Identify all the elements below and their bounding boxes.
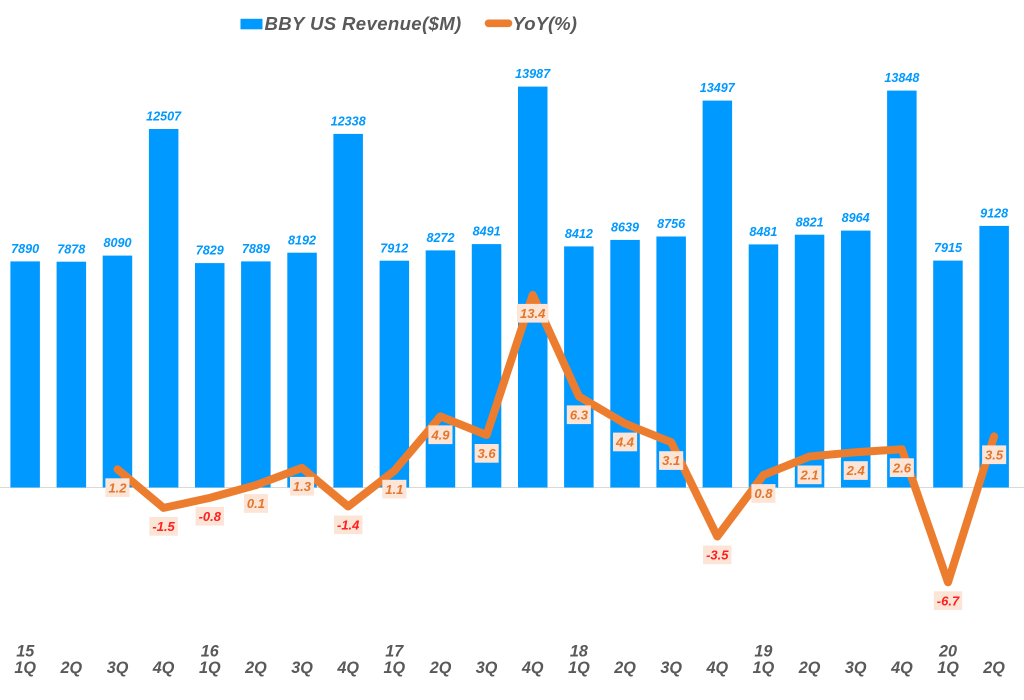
svg-text:4Q: 4Q bbox=[336, 659, 359, 677]
svg-text:7915: 7915 bbox=[934, 241, 963, 255]
svg-text:3Q: 3Q bbox=[107, 659, 129, 677]
svg-text:19: 19 bbox=[754, 643, 772, 661]
svg-text:3Q: 3Q bbox=[660, 659, 682, 677]
svg-text:2Q: 2Q bbox=[244, 659, 267, 677]
svg-text:0.8: 0.8 bbox=[754, 486, 773, 501]
svg-text:12338: 12338 bbox=[331, 115, 366, 129]
svg-text:YoY(%): YoY(%) bbox=[513, 13, 577, 34]
svg-text:3.5: 3.5 bbox=[985, 447, 1004, 462]
svg-text:4.9: 4.9 bbox=[430, 427, 450, 442]
svg-text:3Q: 3Q bbox=[845, 659, 867, 677]
svg-text:0.1: 0.1 bbox=[247, 496, 265, 511]
svg-text:15: 15 bbox=[16, 643, 35, 661]
svg-text:3.1: 3.1 bbox=[662, 453, 680, 468]
svg-text:1.3: 1.3 bbox=[293, 479, 312, 494]
svg-text:12507: 12507 bbox=[146, 110, 182, 124]
svg-text:8639: 8639 bbox=[611, 221, 639, 235]
svg-text:8192: 8192 bbox=[288, 233, 316, 247]
svg-text:2Q: 2Q bbox=[613, 659, 636, 677]
svg-text:4Q: 4Q bbox=[152, 659, 175, 677]
svg-text:16: 16 bbox=[201, 643, 220, 661]
svg-text:1Q: 1Q bbox=[14, 659, 36, 677]
svg-text:2Q: 2Q bbox=[429, 659, 452, 677]
svg-text:8756: 8756 bbox=[657, 217, 686, 231]
svg-text:1Q: 1Q bbox=[568, 659, 590, 677]
svg-text:4.4: 4.4 bbox=[615, 435, 635, 450]
svg-text:13987: 13987 bbox=[515, 67, 551, 81]
svg-text:2.1: 2.1 bbox=[800, 468, 819, 483]
svg-text:8481: 8481 bbox=[749, 225, 777, 239]
svg-text:1Q: 1Q bbox=[199, 659, 221, 677]
svg-text:8412: 8412 bbox=[565, 227, 593, 241]
svg-text:8491: 8491 bbox=[473, 225, 501, 239]
svg-text:6.3: 6.3 bbox=[570, 407, 589, 422]
svg-text:1.2: 1.2 bbox=[108, 480, 127, 495]
svg-text:2Q: 2Q bbox=[59, 659, 82, 677]
svg-text:-1.5: -1.5 bbox=[152, 519, 175, 534]
svg-text:2.4: 2.4 bbox=[846, 463, 866, 478]
svg-text:-6.7: -6.7 bbox=[937, 593, 960, 608]
svg-text:1Q: 1Q bbox=[937, 659, 959, 677]
svg-text:18: 18 bbox=[570, 643, 588, 661]
svg-text:1Q: 1Q bbox=[753, 659, 775, 677]
svg-text:4Q: 4Q bbox=[521, 659, 544, 677]
svg-text:1.1: 1.1 bbox=[385, 482, 403, 497]
svg-text:1Q: 1Q bbox=[383, 659, 405, 677]
svg-text:8272: 8272 bbox=[426, 231, 454, 245]
svg-text:13.4: 13.4 bbox=[520, 306, 546, 321]
svg-text:8821: 8821 bbox=[796, 215, 824, 229]
svg-text:20: 20 bbox=[938, 643, 957, 661]
svg-text:3Q: 3Q bbox=[476, 659, 498, 677]
svg-text:8090: 8090 bbox=[103, 236, 131, 250]
svg-text:4Q: 4Q bbox=[705, 659, 728, 677]
svg-text:7912: 7912 bbox=[380, 241, 408, 255]
svg-text:-1.4: -1.4 bbox=[337, 518, 360, 533]
svg-text:7829: 7829 bbox=[196, 244, 224, 258]
svg-text:2Q: 2Q bbox=[982, 659, 1005, 677]
svg-text:4Q: 4Q bbox=[890, 659, 913, 677]
svg-text:7890: 7890 bbox=[11, 242, 39, 256]
svg-text:8964: 8964 bbox=[842, 211, 870, 225]
svg-text:3Q: 3Q bbox=[291, 659, 313, 677]
svg-text:9128: 9128 bbox=[980, 207, 1008, 221]
svg-text:3.6: 3.6 bbox=[478, 446, 497, 461]
svg-text:-0.8: -0.8 bbox=[199, 509, 222, 524]
svg-text:-3.5: -3.5 bbox=[706, 548, 729, 563]
svg-text:13497: 13497 bbox=[700, 81, 736, 95]
svg-text:2Q: 2Q bbox=[798, 659, 821, 677]
svg-text:13848: 13848 bbox=[884, 71, 919, 85]
svg-text:2.6: 2.6 bbox=[892, 460, 912, 475]
svg-text:7889: 7889 bbox=[242, 242, 270, 256]
svg-text:BBY US Revenue($M): BBY US Revenue($M) bbox=[265, 13, 462, 34]
svg-text:7878: 7878 bbox=[57, 242, 85, 256]
svg-text:17: 17 bbox=[385, 643, 404, 661]
